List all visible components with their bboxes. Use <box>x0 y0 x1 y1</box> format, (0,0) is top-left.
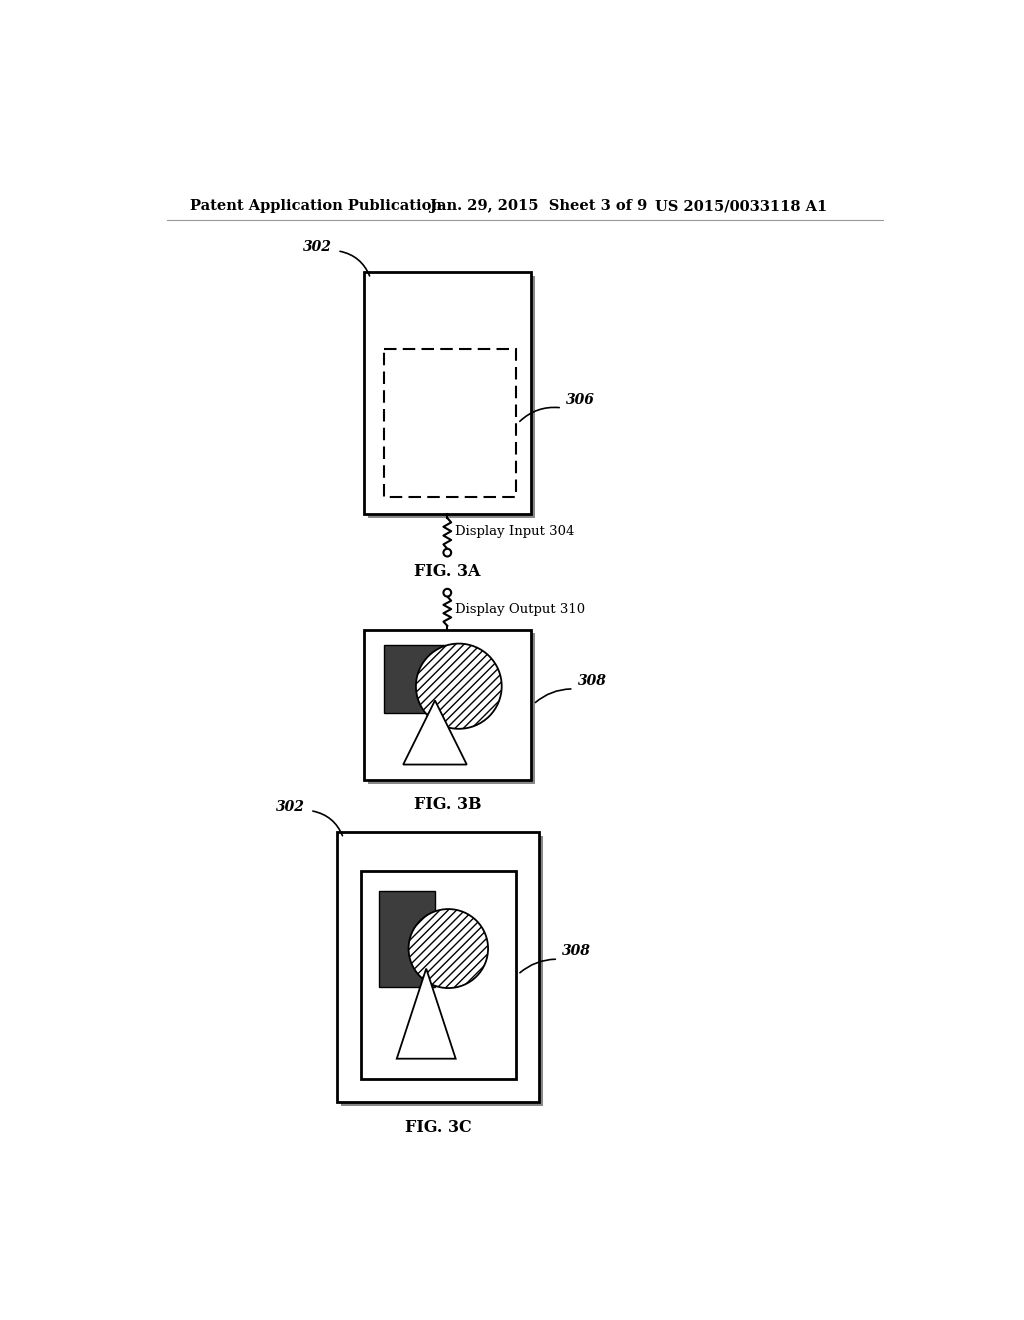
Circle shape <box>443 549 452 557</box>
Text: 306: 306 <box>566 393 595 407</box>
Polygon shape <box>337 832 539 1102</box>
Polygon shape <box>364 874 518 1081</box>
Polygon shape <box>384 645 444 713</box>
Circle shape <box>416 644 502 729</box>
Text: 302: 302 <box>275 800 305 813</box>
Polygon shape <box>403 701 467 764</box>
Polygon shape <box>365 272 531 515</box>
Text: Display Output 310: Display Output 310 <box>455 603 585 616</box>
Polygon shape <box>396 969 456 1059</box>
Text: FIG. 3C: FIG. 3C <box>404 1119 471 1137</box>
Text: 308: 308 <box>562 944 591 958</box>
Polygon shape <box>379 891 435 986</box>
Circle shape <box>409 909 488 989</box>
Text: FIG. 3B: FIG. 3B <box>414 796 481 813</box>
Polygon shape <box>360 871 515 1078</box>
Polygon shape <box>341 836 543 1106</box>
Text: Patent Application Publication: Patent Application Publication <box>190 199 442 213</box>
Text: US 2015/0033118 A1: US 2015/0033118 A1 <box>655 199 827 213</box>
Polygon shape <box>365 630 531 780</box>
Text: FIG. 3A: FIG. 3A <box>414 562 480 579</box>
Text: Jan. 29, 2015  Sheet 3 of 9: Jan. 29, 2015 Sheet 3 of 9 <box>430 199 647 213</box>
Polygon shape <box>369 276 535 517</box>
Text: Display Input 304: Display Input 304 <box>455 524 574 537</box>
Polygon shape <box>369 634 535 784</box>
Text: 308: 308 <box>578 675 606 688</box>
Text: 302: 302 <box>303 240 332 253</box>
Circle shape <box>443 589 452 597</box>
